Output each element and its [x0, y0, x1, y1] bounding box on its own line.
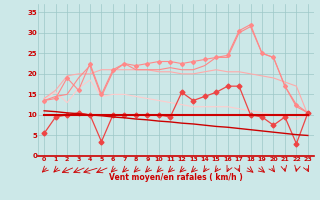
X-axis label: Vent moyen/en rafales ( km/h ): Vent moyen/en rafales ( km/h )	[109, 174, 243, 182]
